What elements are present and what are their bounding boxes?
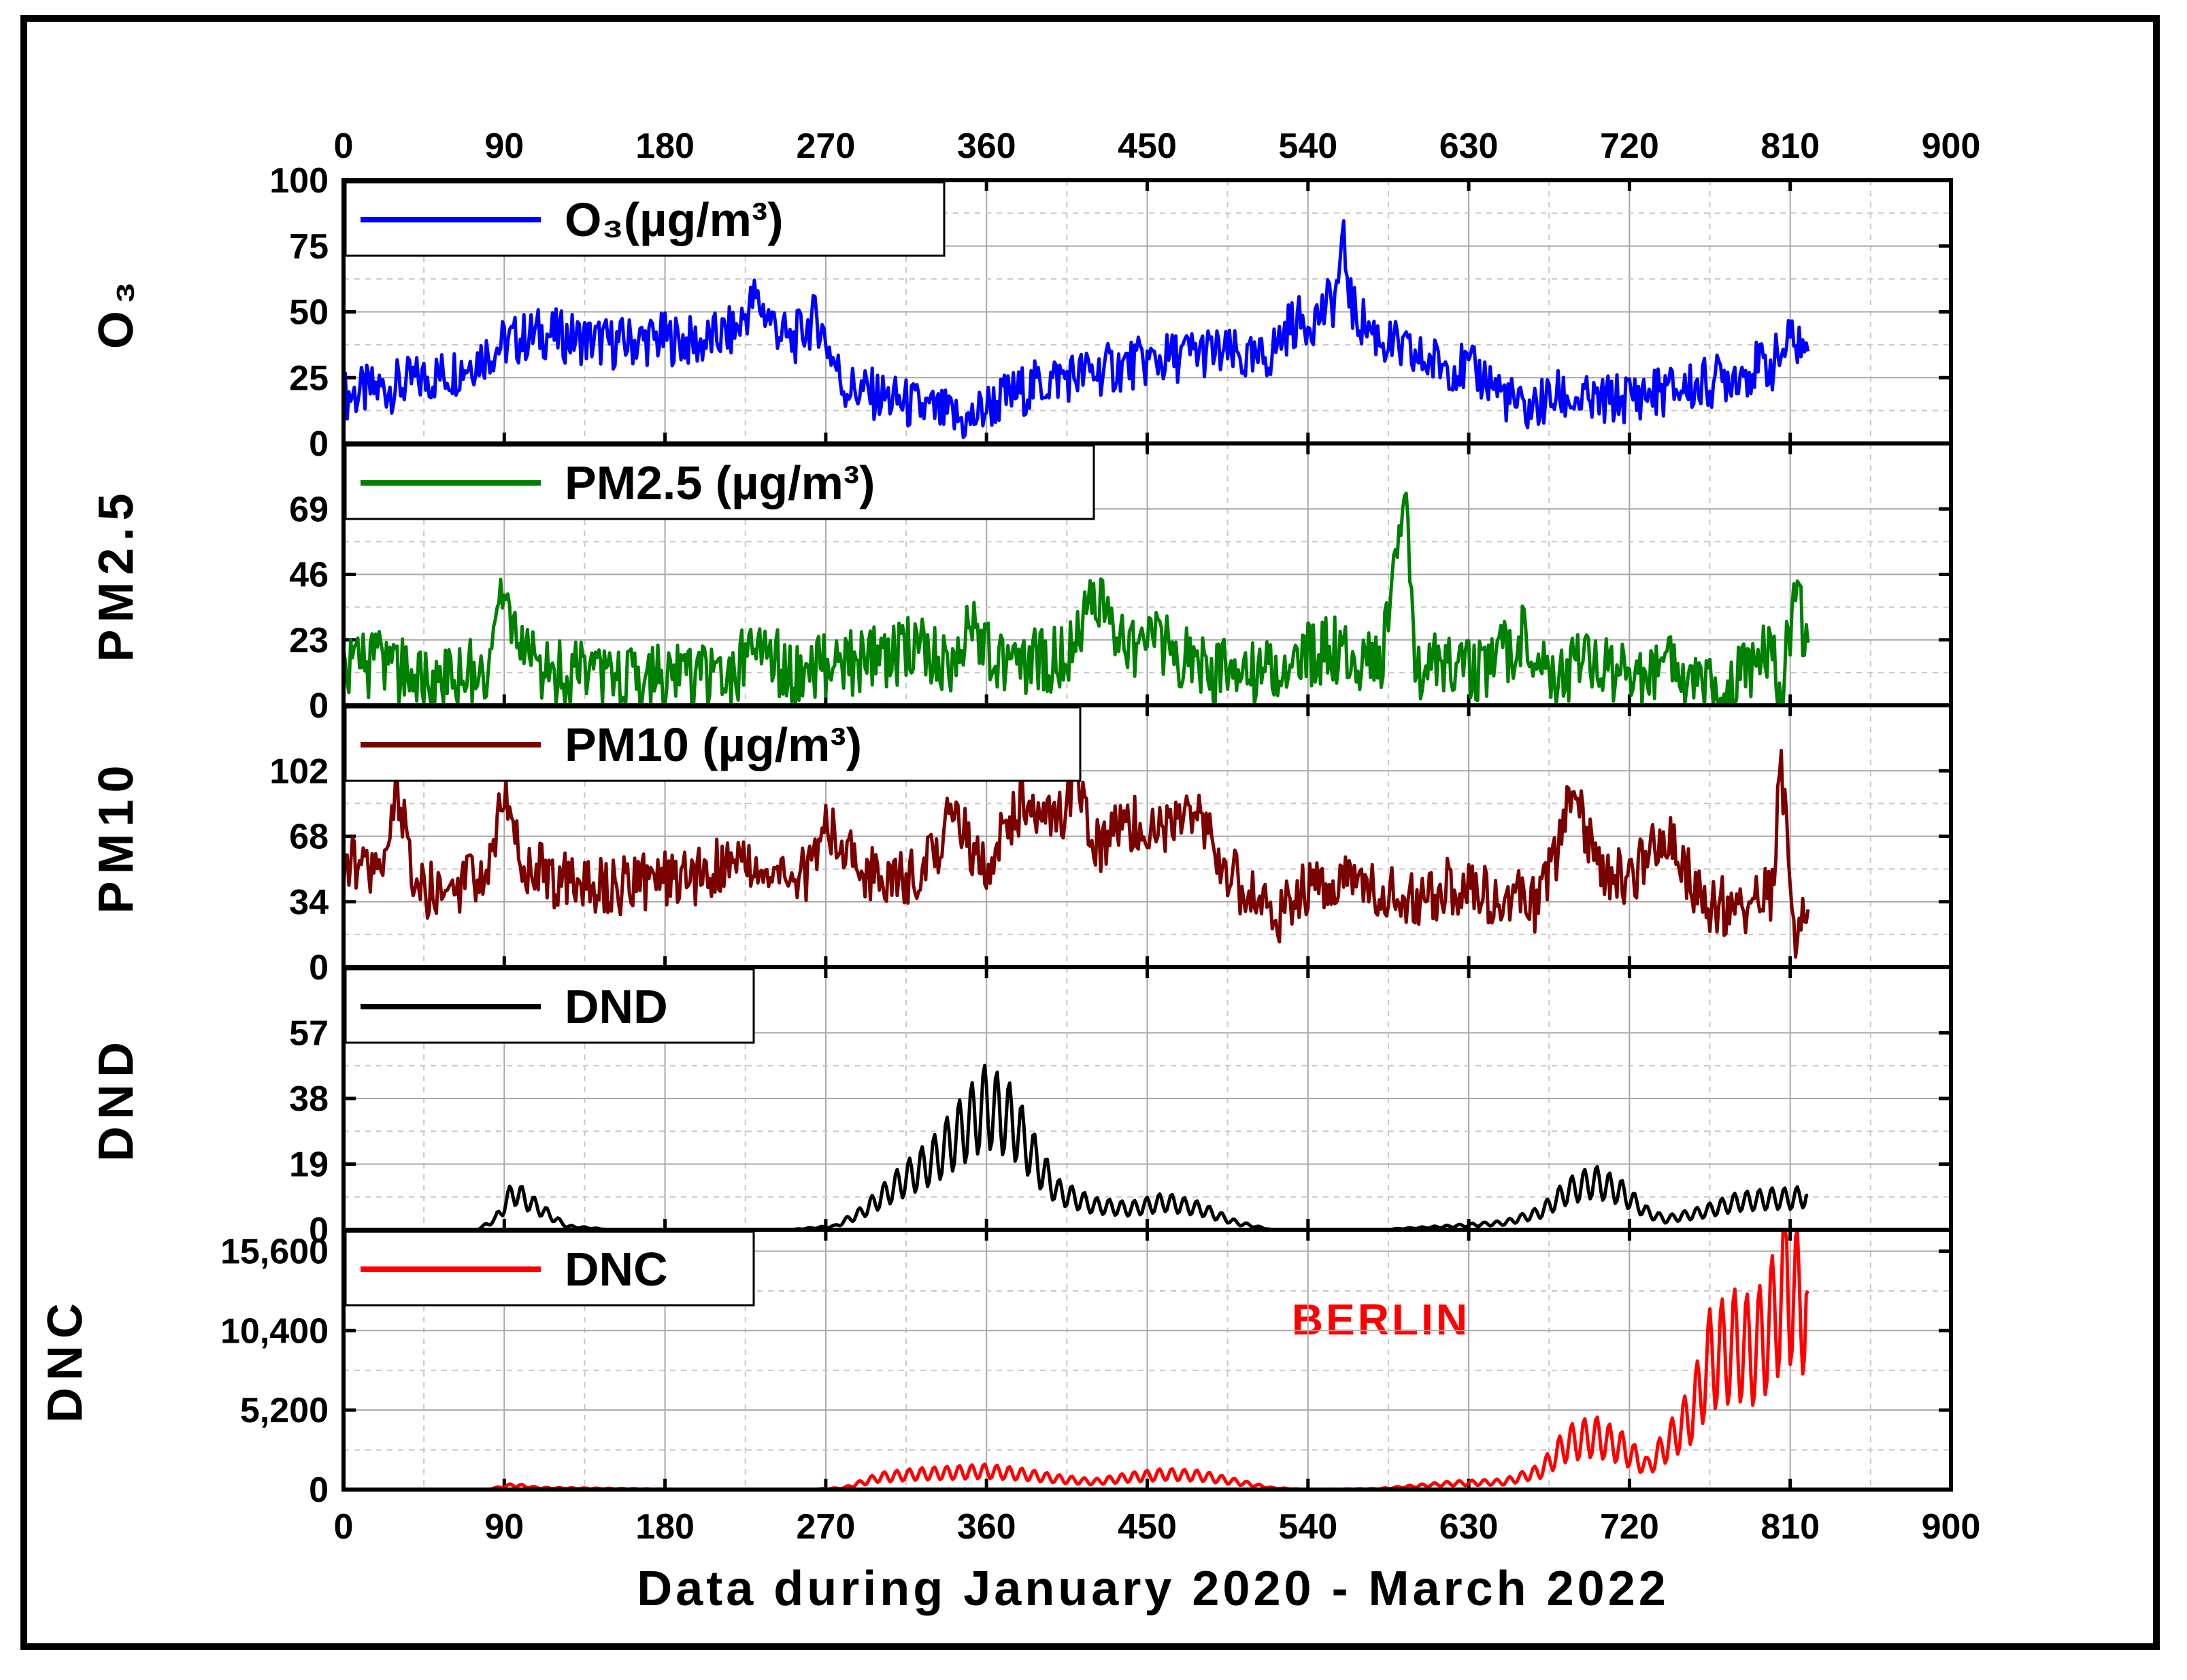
y-tick-label: 15,600: [220, 1232, 329, 1271]
y-tick-label: 69: [289, 490, 329, 529]
x-tick-label-bottom: 90: [484, 1507, 524, 1547]
x-tick-label-bottom: 270: [797, 1507, 856, 1547]
legend-dnd: DND: [344, 968, 755, 1044]
x-tick-label-top: 0: [334, 127, 354, 166]
y-tick-label: 0: [309, 1211, 329, 1250]
panel-dnc: 0 5,200 10,400 15,600 DNC DNC: [38, 1228, 1953, 1510]
y-tick-label: 0: [309, 424, 329, 464]
y-tick-label: 5,200: [240, 1391, 329, 1430]
y-tick-label: 0: [309, 948, 329, 988]
y-tick-label: 0: [309, 686, 329, 726]
x-tick-label-top: 630: [1439, 127, 1499, 166]
y-tick-label: 38: [289, 1079, 329, 1119]
y-tick-label: 10,400: [220, 1311, 329, 1351]
x-tick-label-top: 180: [635, 127, 695, 166]
series-line-o3: [341, 219, 1810, 439]
city-annotation: BERLIN: [1292, 1295, 1470, 1344]
legend-dnc: DNC: [344, 1230, 755, 1307]
x-tick-label-top: 90: [484, 127, 524, 166]
x-tick-label-top: 270: [797, 127, 856, 166]
legend-label: O₃(µg/m³): [565, 193, 784, 246]
y-tick-label: 34: [289, 883, 329, 922]
y-tick-label: 57: [289, 1014, 329, 1054]
x-axis-label: Data during January 2020 - March 2022: [637, 1562, 1669, 1616]
y-tick-label: 50: [289, 293, 329, 333]
x-tick-label-bottom: 540: [1278, 1507, 1337, 1547]
y-tick-label: 23: [289, 621, 329, 660]
x-tick-label-top: 720: [1600, 127, 1659, 166]
x-tick-label-top: 540: [1278, 127, 1337, 166]
legend-label: DNC: [565, 1243, 668, 1296]
legend-pm25: PM2.5 (µg/m³): [344, 444, 1095, 520]
x-tick-label-bottom: 810: [1760, 1507, 1820, 1547]
y-tick-label: 75: [289, 227, 329, 267]
y-axis-label-o3: O₃: [89, 275, 144, 349]
x-tick-label-top: 450: [1118, 127, 1177, 166]
y-tick-label: 102: [269, 752, 329, 791]
panel-pm10: 0 34 68 102 PM10 (µg/m³) PM10: [89, 703, 1953, 988]
y-tick-label: 25: [289, 358, 329, 398]
x-tick-label-bottom: 180: [635, 1507, 695, 1547]
panel-pm25: 0 23 46 69 PM2.5 (µg/m³) PM2.5: [89, 441, 1953, 726]
x-tick-label-bottom: 450: [1118, 1507, 1177, 1547]
y-tick-label: 19: [289, 1145, 329, 1185]
x-tick-label-bottom: 720: [1600, 1507, 1659, 1547]
x-tick-label-top: 900: [1922, 127, 1981, 166]
panel-dnd: 0 19 38 57 DND DND: [89, 965, 1953, 1250]
y-tick-label: 68: [289, 818, 329, 857]
x-tick-label-bottom: 360: [957, 1507, 1016, 1547]
y-axis-label-dnc: DNC: [38, 1296, 93, 1423]
legend-pm10: PM10 (µg/m³): [344, 706, 1082, 782]
legend-o3: O₃(µg/m³): [344, 181, 946, 257]
x-tick-label-bottom: 0: [334, 1507, 354, 1547]
x-tick-label-top: 360: [957, 127, 1016, 166]
x-tick-label-bottom: 900: [1922, 1507, 1981, 1547]
legend-label: DND: [565, 980, 668, 1033]
legend-label: PM10 (µg/m³): [565, 718, 862, 771]
y-axis-label-pm10: PM10: [89, 758, 144, 913]
y-tick-label: 100: [269, 161, 329, 201]
series-line-pm25: [341, 491, 1810, 707]
y-axis-label-pm25: PM2.5: [89, 486, 144, 662]
y-axis-label-dnd: DND: [89, 1035, 144, 1162]
figure-frame: [20, 15, 2160, 1650]
series-line-dnd: [344, 1063, 1809, 1232]
y-tick-label: 0: [309, 1471, 329, 1510]
x-tick-label-bottom: 630: [1439, 1507, 1499, 1547]
panel-border: [341, 1228, 1953, 1492]
panel-o3: 0 25 50 75 100 O₃(µg/m³) O₃: [89, 161, 1953, 464]
x-tick-label-top: 810: [1760, 127, 1820, 166]
y-tick-label: 46: [289, 556, 329, 595]
legend-label: PM2.5 (µg/m³): [565, 456, 875, 509]
